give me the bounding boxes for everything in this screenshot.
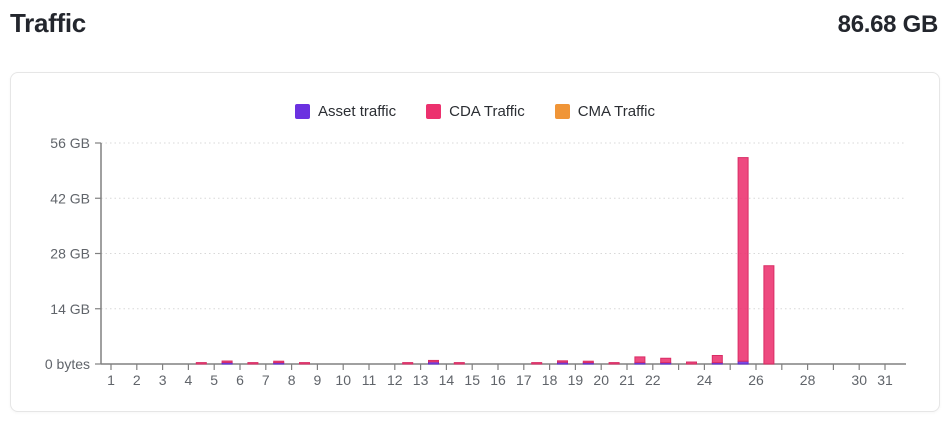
legend-item-asset-traffic[interactable]: Asset traffic <box>295 103 396 120</box>
x-axis-label: 15 <box>464 372 480 388</box>
x-axis-label: 16 <box>490 372 506 388</box>
x-axis-label: 3 <box>159 372 167 388</box>
x-axis-label: 24 <box>697 372 713 388</box>
y-axis-label: 56 GB <box>50 135 90 151</box>
bar-segment-cda-traffic-day-14[interactable] <box>453 362 465 365</box>
legend-swatch-cda-traffic <box>426 104 442 119</box>
x-axis-label: 30 <box>851 372 867 388</box>
bar-segment-cda-traffic-day-7[interactable] <box>273 360 285 364</box>
x-axis-label: 18 <box>542 372 558 388</box>
bar-segment-cda-traffic-day-8[interactable] <box>299 362 310 365</box>
legend-label: CMA Traffic <box>577 103 655 120</box>
bar-segment-cda-traffic-day-25[interactable] <box>737 157 749 362</box>
legend-label: CDA Traffic <box>449 103 525 120</box>
bar-segment-cda-traffic-day-6[interactable] <box>247 362 259 365</box>
legend-label: Asset traffic <box>318 103 397 120</box>
y-axis-label: 28 GB <box>50 246 90 262</box>
total-traffic-value: 86.68 GB <box>837 11 939 38</box>
x-axis-label: 28 <box>800 372 816 388</box>
bar-segment-cda-traffic-day-20[interactable] <box>608 362 620 365</box>
bar-segment-cda-traffic-day-13[interactable] <box>428 359 439 363</box>
x-axis-label: 5 <box>210 372 218 388</box>
legend-swatch-asset-traffic <box>295 104 311 119</box>
x-axis-label: 14 <box>439 372 455 388</box>
x-axis-label: 6 <box>236 372 244 388</box>
bar-segment-cda-traffic-day-19[interactable] <box>582 360 594 364</box>
x-axis-label: 9 <box>314 372 322 388</box>
bar-segment-cda-traffic-day-24[interactable] <box>711 354 723 364</box>
legend-swatch-cma-traffic <box>554 104 570 119</box>
x-axis-label: 26 <box>748 372 764 388</box>
legend-item-cma-traffic[interactable]: CMA Traffic <box>554 103 655 120</box>
x-axis-label: 4 <box>185 372 193 388</box>
legend-item-cda-traffic[interactable]: CDA Traffic <box>426 103 525 120</box>
x-axis-label: 8 <box>288 372 296 388</box>
y-axis-label: 14 GB <box>50 301 90 317</box>
bar-segment-cda-traffic-day-22[interactable] <box>660 357 672 364</box>
x-axis-label: 11 <box>362 372 377 388</box>
x-axis-label: 7 <box>262 372 270 388</box>
bar-segment-cda-traffic-day-26[interactable] <box>763 265 775 365</box>
y-axis-label: 42 GB <box>50 190 90 206</box>
bar-segment-cda-traffic-day-23[interactable] <box>686 361 697 365</box>
x-axis-label: 12 <box>387 372 403 388</box>
x-axis-label: 10 <box>335 372 351 388</box>
x-axis-label: 20 <box>593 372 609 388</box>
x-axis-label: 1 <box>107 372 115 388</box>
x-axis-label: 31 <box>877 372 893 388</box>
bar-segment-cda-traffic-day-21[interactable] <box>634 356 646 363</box>
x-axis-label: 17 <box>516 372 532 388</box>
x-axis-label: 13 <box>413 372 429 388</box>
x-axis-label: 22 <box>645 372 661 388</box>
bar-segment-cda-traffic-day-4[interactable] <box>195 362 207 365</box>
bar-segment-cda-traffic-day-17[interactable] <box>531 362 543 365</box>
chart-legend: Asset traffic CDA Traffic CMA Traffic <box>11 103 939 120</box>
x-axis-label: 2 <box>133 372 141 388</box>
x-axis-label: 19 <box>568 372 584 388</box>
page-header: Traffic 86.68 GB <box>10 8 938 39</box>
x-axis-label: 21 <box>619 372 635 388</box>
y-axis-label: 0 bytes <box>45 356 90 372</box>
bar-segment-cda-traffic-day-18[interactable] <box>557 360 568 363</box>
bar-segment-cda-traffic-day-12[interactable] <box>402 362 414 365</box>
bar-segment-cda-traffic-day-5[interactable] <box>221 360 233 363</box>
page-title: Traffic <box>10 8 86 38</box>
traffic-chart-card: 0 bytes 14 GB 28 GB 42 GB 56 GB 1 2 3 4 5 6 7 8 9 10 11… <box>10 72 940 412</box>
